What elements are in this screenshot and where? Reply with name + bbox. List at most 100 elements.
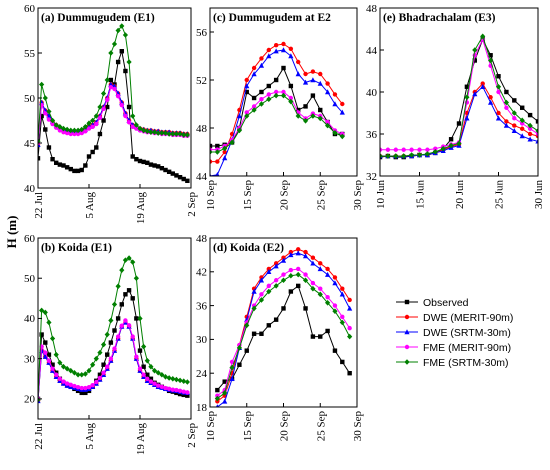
data-point bbox=[215, 387, 220, 393]
data-point bbox=[527, 122, 533, 129]
data-point bbox=[57, 162, 63, 167]
data-point bbox=[302, 118, 309, 124]
data-point bbox=[303, 249, 308, 255]
x-tick-label: 20 Sep bbox=[279, 180, 291, 211]
data-point bbox=[339, 133, 345, 140]
data-point bbox=[296, 107, 301, 113]
data-point bbox=[130, 334, 135, 339]
data-point bbox=[325, 299, 331, 306]
data-point bbox=[108, 77, 114, 83]
data-point bbox=[86, 126, 92, 131]
x-tick-label: 15 Sep bbox=[242, 411, 254, 442]
data-point bbox=[303, 272, 308, 277]
data-point bbox=[75, 385, 81, 390]
data-point bbox=[46, 108, 52, 115]
x-tick-label: 25 Sep bbox=[315, 411, 327, 442]
data-point bbox=[288, 95, 294, 101]
data-point bbox=[347, 325, 352, 331]
data-point bbox=[97, 104, 103, 110]
data-point bbox=[288, 267, 294, 273]
data-point bbox=[347, 371, 352, 376]
data-point bbox=[488, 95, 493, 100]
x-tick-label: 30 Jun bbox=[533, 180, 545, 210]
series-group bbox=[380, 33, 538, 160]
data-point bbox=[90, 124, 95, 129]
data-point bbox=[347, 305, 353, 311]
panel-title: (a) Dummugudem (E1) bbox=[41, 12, 155, 24]
data-point bbox=[83, 163, 88, 168]
data-point bbox=[229, 364, 235, 371]
data-point bbox=[115, 27, 121, 34]
data-point bbox=[115, 94, 121, 99]
data-point bbox=[339, 109, 345, 115]
data-point bbox=[236, 127, 242, 134]
data-point bbox=[137, 348, 143, 353]
y-tick-label: 30 bbox=[24, 353, 36, 365]
data-point bbox=[325, 271, 331, 277]
data-point bbox=[214, 395, 220, 402]
data-point bbox=[215, 399, 220, 404]
data-point bbox=[54, 160, 59, 165]
data-point bbox=[79, 390, 84, 396]
data-point bbox=[90, 383, 95, 388]
data-point bbox=[310, 260, 316, 266]
data-point bbox=[49, 117, 56, 124]
data-point bbox=[512, 123, 517, 128]
data-point bbox=[50, 362, 55, 367]
data-point bbox=[174, 173, 179, 178]
data-point bbox=[317, 115, 323, 122]
y-tick-label: 56 bbox=[196, 27, 208, 39]
data-point bbox=[325, 328, 330, 334]
data-point bbox=[251, 95, 257, 101]
data-point bbox=[401, 153, 407, 159]
x-tick-label: 22 Jul bbox=[33, 192, 45, 219]
data-point bbox=[105, 97, 110, 103]
data-point bbox=[173, 376, 180, 383]
data-point bbox=[288, 252, 294, 258]
data-point bbox=[105, 364, 110, 369]
data-point bbox=[222, 398, 228, 404]
y-tick-label: 40 bbox=[24, 183, 36, 195]
data-point bbox=[141, 127, 147, 134]
panel-b: 20 30 40 50 60 22 Jul 5 Aug 19 Aug 2 Sep (b) Koid… bbox=[24, 233, 198, 455]
data-point bbox=[115, 59, 121, 65]
data-point bbox=[503, 122, 509, 128]
data-point bbox=[310, 285, 316, 292]
panel-a: 40 45 50 55 60 22 Jul 5 Aug 19 Aug 2 Sep (a) Dumm… bbox=[24, 3, 198, 224]
data-point bbox=[64, 126, 70, 133]
legend-marker bbox=[404, 299, 410, 305]
data-point bbox=[75, 131, 81, 137]
data-point bbox=[222, 379, 227, 384]
data-point bbox=[464, 115, 470, 121]
x-tick-label: 5 Aug bbox=[84, 423, 96, 450]
plot-frame bbox=[37, 7, 192, 189]
data-point bbox=[90, 361, 96, 368]
data-point bbox=[68, 367, 74, 374]
data-point bbox=[43, 111, 48, 116]
data-point bbox=[134, 354, 139, 359]
data-point bbox=[251, 305, 257, 312]
data-point bbox=[280, 47, 287, 53]
data-point bbox=[166, 169, 172, 174]
data-point bbox=[416, 152, 423, 158]
data-point bbox=[535, 128, 538, 134]
data-point bbox=[273, 48, 279, 54]
data-point bbox=[496, 110, 501, 116]
x-tick-label: 25 Jun bbox=[494, 180, 506, 210]
data-point bbox=[104, 77, 110, 83]
data-point bbox=[281, 65, 286, 71]
data-point bbox=[288, 46, 294, 51]
chart-panels: 40 45 50 55 60 22 Jul 5 Aug 19 Aug 2 Sep (a) Dumm… bbox=[24, 3, 545, 455]
data-point bbox=[133, 122, 139, 128]
legend-label: DWE (MERIT-90m) bbox=[423, 312, 513, 324]
data-point bbox=[258, 277, 265, 283]
data-point bbox=[318, 286, 323, 291]
data-point bbox=[495, 83, 502, 90]
data-point bbox=[258, 62, 265, 68]
data-point bbox=[417, 147, 422, 152]
data-point bbox=[380, 153, 383, 159]
data-point bbox=[166, 131, 172, 137]
x-tick-label: 5 Aug bbox=[84, 192, 96, 219]
y-tick-label: 18 bbox=[196, 402, 208, 414]
y-tick-label: 32 bbox=[366, 171, 377, 183]
